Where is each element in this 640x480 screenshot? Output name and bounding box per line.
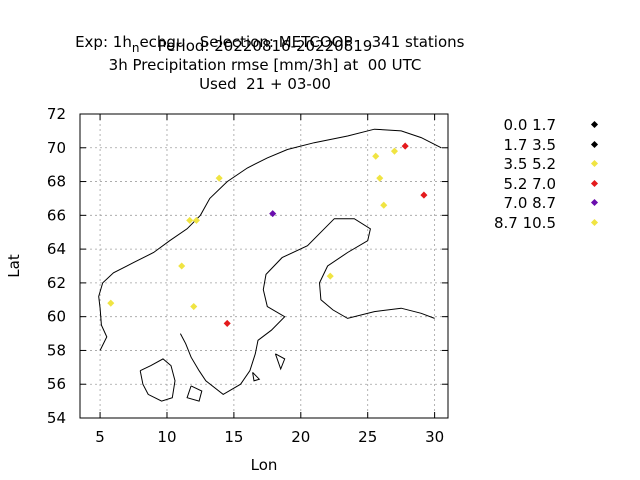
station-point	[190, 302, 198, 311]
station-point	[376, 174, 384, 182]
y-tick-label: 54	[47, 409, 66, 427]
data-points	[107, 142, 428, 327]
station-point	[326, 272, 334, 280]
y-tick-label: 66	[47, 206, 66, 224]
station-point	[390, 147, 399, 155]
station-point	[215, 174, 223, 182]
x-axis-label: Lon	[251, 456, 278, 474]
title-line-2: echgu Selection: METCOOP 341 stations	[139, 33, 465, 51]
station-point	[420, 191, 428, 199]
station-point	[223, 319, 231, 327]
coastline-segment	[179, 218, 435, 396]
title-period: Period: 20220816-20220819	[157, 37, 373, 55]
y-tick-label: 62	[47, 274, 66, 292]
coastline-segment	[139, 358, 176, 402]
title-line-1: Exp: 1h	[75, 33, 132, 51]
station-point	[192, 216, 200, 224]
y-tick-label: 60	[47, 308, 66, 326]
coastline-segment	[98, 128, 442, 351]
axis-ticks: 5 10 15 20 25 30 54 56 58 60 62 64 66 68 70 72	[47, 105, 448, 446]
chart-title: Exp: 1hnechgu Selection: METCOOP 341 sta…	[0, 18, 530, 56]
station-point	[380, 201, 388, 209]
x-tick-label: 20	[291, 428, 310, 446]
coastline-segment	[252, 372, 261, 382]
y-tick-label: 56	[47, 375, 66, 393]
x-tick-label: 5	[95, 428, 105, 446]
station-point	[186, 216, 194, 224]
coastline-segment	[274, 353, 286, 371]
title-variable: 3h Precipitation rmse [mm/3h] at 00 UTC	[108, 56, 422, 74]
y-tick-label: 70	[47, 139, 66, 157]
y-tick-label: 68	[47, 173, 66, 191]
x-tick-label: 25	[358, 428, 377, 446]
station-point	[372, 152, 380, 160]
y-axis-label: Lat	[5, 254, 23, 278]
title-used: Used 21 + 03-00	[199, 75, 331, 93]
y-tick-label: 64	[47, 240, 66, 258]
coastline-segment	[186, 385, 203, 402]
coastline	[98, 128, 442, 402]
station-point	[178, 262, 186, 270]
x-tick-label: 10	[157, 428, 176, 446]
station-point	[269, 210, 277, 218]
station-point	[401, 142, 409, 150]
legend-label: 7.0 8.7	[503, 194, 556, 212]
legend-label: 0.0 1.7	[503, 116, 556, 134]
y-tick-label: 58	[47, 341, 66, 359]
legend-label: 5.2 7.0	[503, 174, 556, 193]
x-tick-label: 15	[224, 428, 243, 446]
x-tick-label: 30	[425, 428, 444, 446]
legend-label: 8.7 10.5	[493, 213, 556, 232]
y-tick-label: 72	[47, 105, 66, 123]
station-point	[107, 299, 115, 307]
plot-frame	[79, 113, 449, 419]
title-subscript: n	[131, 41, 140, 55]
legend-label: 1.7 3.5	[503, 135, 556, 154]
legend-label: 3.5 5.2	[503, 155, 556, 173]
